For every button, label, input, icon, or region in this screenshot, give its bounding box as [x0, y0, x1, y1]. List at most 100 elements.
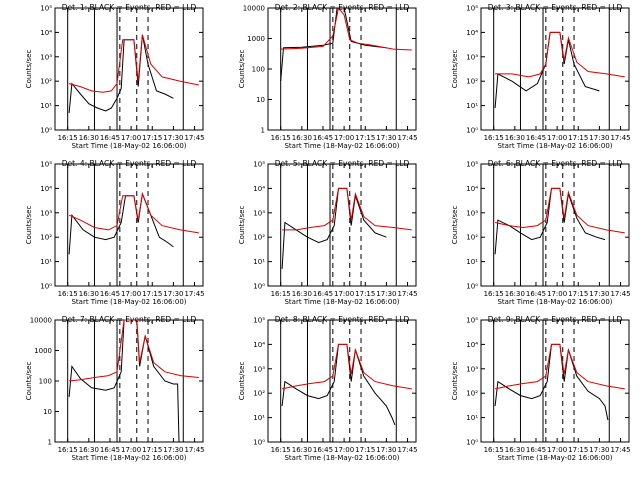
y-tick-label: 10² [466, 78, 478, 86]
panel-title: Det. 2: BLACK = Events, RED = LLD [275, 3, 410, 12]
x-tick-label: 17:30 [376, 134, 396, 142]
y-tick-label: 10⁵ [253, 317, 265, 325]
y-tick-label: 10⁵ [466, 5, 478, 13]
y-tick-label: 10² [40, 78, 52, 86]
y-tick-label: 10³ [466, 365, 478, 373]
x-tick-label: 16:30 [505, 290, 525, 298]
y-tick-label: 1000 [34, 347, 52, 355]
y-tick-label: 10⁰ [253, 283, 265, 291]
y-axis-label: Counts/sec [238, 50, 246, 89]
plot-frame [267, 7, 417, 131]
series-lld-line [494, 343, 625, 390]
plot-frame [54, 319, 204, 443]
y-tick-label: 10⁵ [466, 317, 478, 325]
x-axis-label: Start Time (18-May-02 16:06:00) [284, 298, 399, 306]
x-tick-label: 16:30 [292, 290, 312, 298]
panel-title: Det. 1: BLACK = Events, RED = LLD [62, 3, 197, 12]
y-tick-label: 10⁴ [466, 185, 478, 193]
y-tick-label: 10⁵ [40, 161, 52, 169]
series-lld-line [69, 319, 199, 382]
x-tick-label: 17:15 [568, 134, 588, 142]
y-tick-label: 10¹ [466, 258, 478, 266]
plot-frame [267, 319, 417, 443]
y-tick-label: 10⁰ [466, 439, 478, 447]
x-tick-label: 17:30 [376, 290, 396, 298]
x-tick-label: 17:45 [610, 134, 630, 142]
y-tick-label: 10⁴ [40, 185, 52, 193]
x-tick-label: 17:30 [376, 446, 396, 454]
x-tick-label: 16:30 [505, 446, 525, 454]
y-tick-label: 10⁵ [253, 161, 265, 169]
x-tick-label: 16:30 [292, 446, 312, 454]
x-tick-label: 16:15 [484, 446, 504, 454]
plot-frame [267, 163, 417, 287]
panel-title: Det. 5: BLACK = Events, RED = LLD [275, 159, 410, 168]
x-tick-label: 17:00 [121, 134, 141, 142]
x-tick-label: 17:15 [142, 134, 162, 142]
x-tick-label: 16:15 [271, 446, 291, 454]
series-events-line [494, 31, 600, 109]
y-tick-label: 10 [256, 96, 265, 104]
y-tick-label: 10⁴ [253, 185, 265, 193]
panel-title: Det. 4: BLACK = Events, RED = LLD [62, 159, 197, 168]
y-axis-label: Counts/sec [238, 206, 246, 245]
x-tick-label: 16:45 [526, 134, 546, 142]
y-tick-label: 1 [261, 127, 265, 135]
x-tick-label: 16:15 [271, 290, 291, 298]
x-tick-label: 16:15 [58, 134, 78, 142]
x-tick-label: 17:30 [163, 446, 183, 454]
x-axis-label: Start Time (18-May-02 16:06:00) [71, 454, 186, 462]
y-tick-label: 10⁴ [466, 29, 478, 37]
y-tick-label: 10¹ [466, 102, 478, 110]
x-axis-label: Start Time (18-May-02 16:06:00) [497, 142, 612, 150]
plot-frame [54, 163, 204, 287]
x-tick-label: 17:45 [397, 134, 417, 142]
x-tick-label: 17:15 [568, 446, 588, 454]
panel-det-2: 1 10 100 1000 10000 16:15 16:30 16:45 17:00 17:15… [238, 3, 418, 150]
x-axis-label: Start Time (18-May-02 16:06:00) [497, 298, 612, 306]
y-axis-label: Counts/sec [451, 50, 459, 89]
x-tick-label: 16:30 [292, 134, 312, 142]
y-axis-label: Counts/sec [451, 362, 459, 401]
series-lld-line [282, 187, 412, 231]
y-tick-label: 1000 [247, 35, 265, 43]
plot-frame [480, 319, 630, 443]
series-events-line [281, 343, 396, 426]
x-tick-label: 17:45 [397, 290, 417, 298]
y-tick-label: 10³ [466, 53, 478, 61]
x-tick-label: 17:15 [142, 290, 162, 298]
y-tick-label: 10² [253, 390, 265, 398]
x-tick-label: 16:15 [58, 290, 78, 298]
y-tick-label: 10³ [40, 209, 52, 217]
x-tick-label: 16:30 [79, 290, 99, 298]
x-tick-label: 16:45 [100, 134, 120, 142]
x-tick-label: 16:45 [526, 446, 546, 454]
x-tick-label: 17:45 [610, 446, 630, 454]
x-tick-label: 16:30 [79, 134, 99, 142]
panel-title: Det. 7: BLACK = Events, RED = LLD [62, 315, 197, 324]
y-tick-label: 10³ [466, 209, 478, 217]
x-tick-label: 17:00 [334, 134, 354, 142]
series-events-line [68, 34, 174, 113]
y-tick-label: 1 [48, 439, 52, 447]
y-tick-label: 10⁰ [40, 283, 52, 291]
plot-frame [480, 163, 630, 287]
x-tick-label: 17:30 [589, 446, 609, 454]
x-tick-label: 17:00 [121, 290, 141, 298]
y-tick-label: 100 [252, 66, 265, 74]
x-tick-label: 16:45 [313, 290, 333, 298]
y-tick-label: 10 [43, 408, 52, 416]
y-tick-label: 10¹ [466, 414, 478, 422]
y-axis-label: Counts/sec [25, 50, 33, 89]
y-tick-label: 10⁴ [466, 341, 478, 349]
x-tick-label: 17:45 [610, 290, 630, 298]
panel-det-7: 1 10 100 1000 10000 16:15 16:30 16:45 17:00 17:15… [25, 315, 205, 462]
x-axis-label: Start Time (18-May-02 16:06:00) [284, 454, 399, 462]
y-tick-label: 10⁰ [40, 127, 52, 135]
x-tick-label: 17:45 [397, 446, 417, 454]
series-lld-line [68, 191, 199, 234]
